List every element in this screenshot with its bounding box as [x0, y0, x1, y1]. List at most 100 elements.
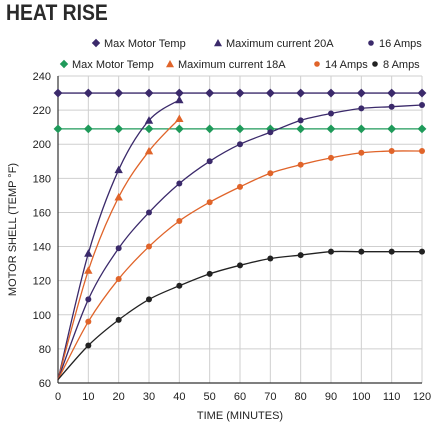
y-tick-label: 160 — [33, 207, 51, 219]
data-point — [417, 124, 427, 134]
data-point — [417, 88, 427, 98]
series-max-motor-temp — [53, 124, 427, 134]
x-tick-label: 20 — [113, 391, 125, 403]
data-point — [235, 124, 245, 134]
data-point — [267, 170, 274, 177]
series-line — [57, 99, 180, 380]
x-tick-label: 90 — [325, 391, 337, 403]
x-tick-label: 0 — [55, 391, 61, 403]
data-point — [205, 124, 215, 134]
legend-marker — [372, 61, 378, 67]
x-tick-label: 100 — [352, 391, 370, 403]
x-tick-label: 70 — [264, 391, 276, 403]
data-point — [328, 154, 334, 161]
data-point — [146, 296, 152, 303]
series-maximum-current-20a — [57, 95, 184, 380]
y-tick-label: 240 — [33, 71, 51, 83]
data-point — [175, 114, 184, 122]
data-point — [176, 282, 183, 289]
legend-marker — [214, 39, 222, 47]
data-point — [114, 192, 123, 201]
series-8-amps — [57, 248, 425, 381]
data-point — [358, 149, 365, 156]
data-point — [419, 248, 425, 255]
data-point — [144, 124, 154, 134]
data-point — [356, 124, 366, 134]
legend: Max Motor Temp Maximum current 20A 16 Amps… — [59, 38, 422, 71]
legend-item: Max Motor Temp — [91, 38, 186, 50]
x-tick-label: 10 — [82, 391, 94, 403]
data-point — [144, 116, 154, 124]
data-point — [388, 103, 395, 110]
y-tick-label: 140 — [33, 242, 51, 254]
data-point — [53, 124, 63, 134]
data-point — [146, 243, 152, 250]
series-max-motor-temp — [53, 88, 427, 98]
data-point — [83, 88, 93, 98]
legend-label: Max Motor Temp — [72, 59, 154, 71]
data-point — [84, 266, 93, 274]
legend-marker — [91, 38, 101, 48]
data-point — [296, 88, 306, 98]
legend-label: 8 Amps — [383, 59, 420, 71]
data-point — [296, 124, 306, 134]
tick-labels: 0 10 20 30 40 50 60 70 80 90 100 110 120 60 80 100 120 14… — [33, 71, 432, 403]
data-point — [237, 183, 243, 190]
legend-item: 8 Amps — [372, 59, 420, 71]
data-point — [206, 158, 213, 165]
data-point — [237, 262, 243, 269]
y-tick-label: 120 — [33, 276, 51, 288]
data-point — [388, 248, 395, 255]
data-point — [176, 217, 183, 224]
data-point — [328, 110, 334, 117]
data-point — [205, 88, 215, 98]
x-tick-label: 80 — [295, 391, 307, 403]
data-point — [267, 255, 274, 262]
data-point — [387, 88, 397, 98]
data-point — [388, 148, 395, 155]
grid — [57, 75, 423, 384]
legend-label: 16 Amps — [379, 38, 422, 50]
data-point — [115, 316, 122, 323]
legend-marker — [368, 40, 374, 46]
data-point — [326, 124, 336, 134]
x-tick-label: 110 — [383, 391, 401, 403]
legend-item: 16 Amps — [368, 38, 422, 50]
legend-item: Maximum current 20A — [214, 38, 334, 50]
legend-item: 14 Amps — [314, 59, 368, 71]
x-axis-label: TIME (MINUTES) — [197, 410, 283, 422]
data-point — [237, 141, 243, 148]
data-point — [115, 245, 122, 252]
y-tick-label: 60 — [39, 378, 51, 390]
legend-label: Max Motor Temp — [104, 38, 186, 50]
y-tick-label: 200 — [33, 139, 51, 151]
y-tick-label: 220 — [33, 105, 51, 117]
data-point — [387, 124, 397, 134]
data-point — [83, 124, 93, 134]
data-point — [297, 252, 304, 259]
x-tick-label: 30 — [143, 391, 155, 403]
data-point — [297, 117, 304, 124]
x-tick-label: 50 — [204, 391, 216, 403]
data-point — [265, 88, 275, 98]
legend-marker — [59, 59, 69, 69]
series-maximum-current-18a — [57, 114, 184, 380]
data-point — [85, 296, 92, 303]
data-point — [206, 199, 213, 206]
data-point — [206, 270, 213, 277]
data-point — [144, 88, 154, 98]
data-point — [144, 146, 154, 155]
data-point — [356, 88, 366, 98]
legend-label: Maximum current 20A — [226, 38, 334, 50]
data-point — [358, 248, 365, 255]
data-point — [358, 105, 365, 112]
y-axis-label: MOTOR SHELL (TEMP °F) — [7, 163, 19, 296]
data-point — [326, 88, 336, 98]
chart-title: HEAT RISE — [6, 0, 108, 25]
data-point — [419, 101, 425, 108]
data-point — [328, 248, 334, 255]
legend-label: 14 Amps — [325, 59, 368, 71]
data-point — [115, 275, 122, 282]
series-14-amps — [57, 148, 425, 380]
